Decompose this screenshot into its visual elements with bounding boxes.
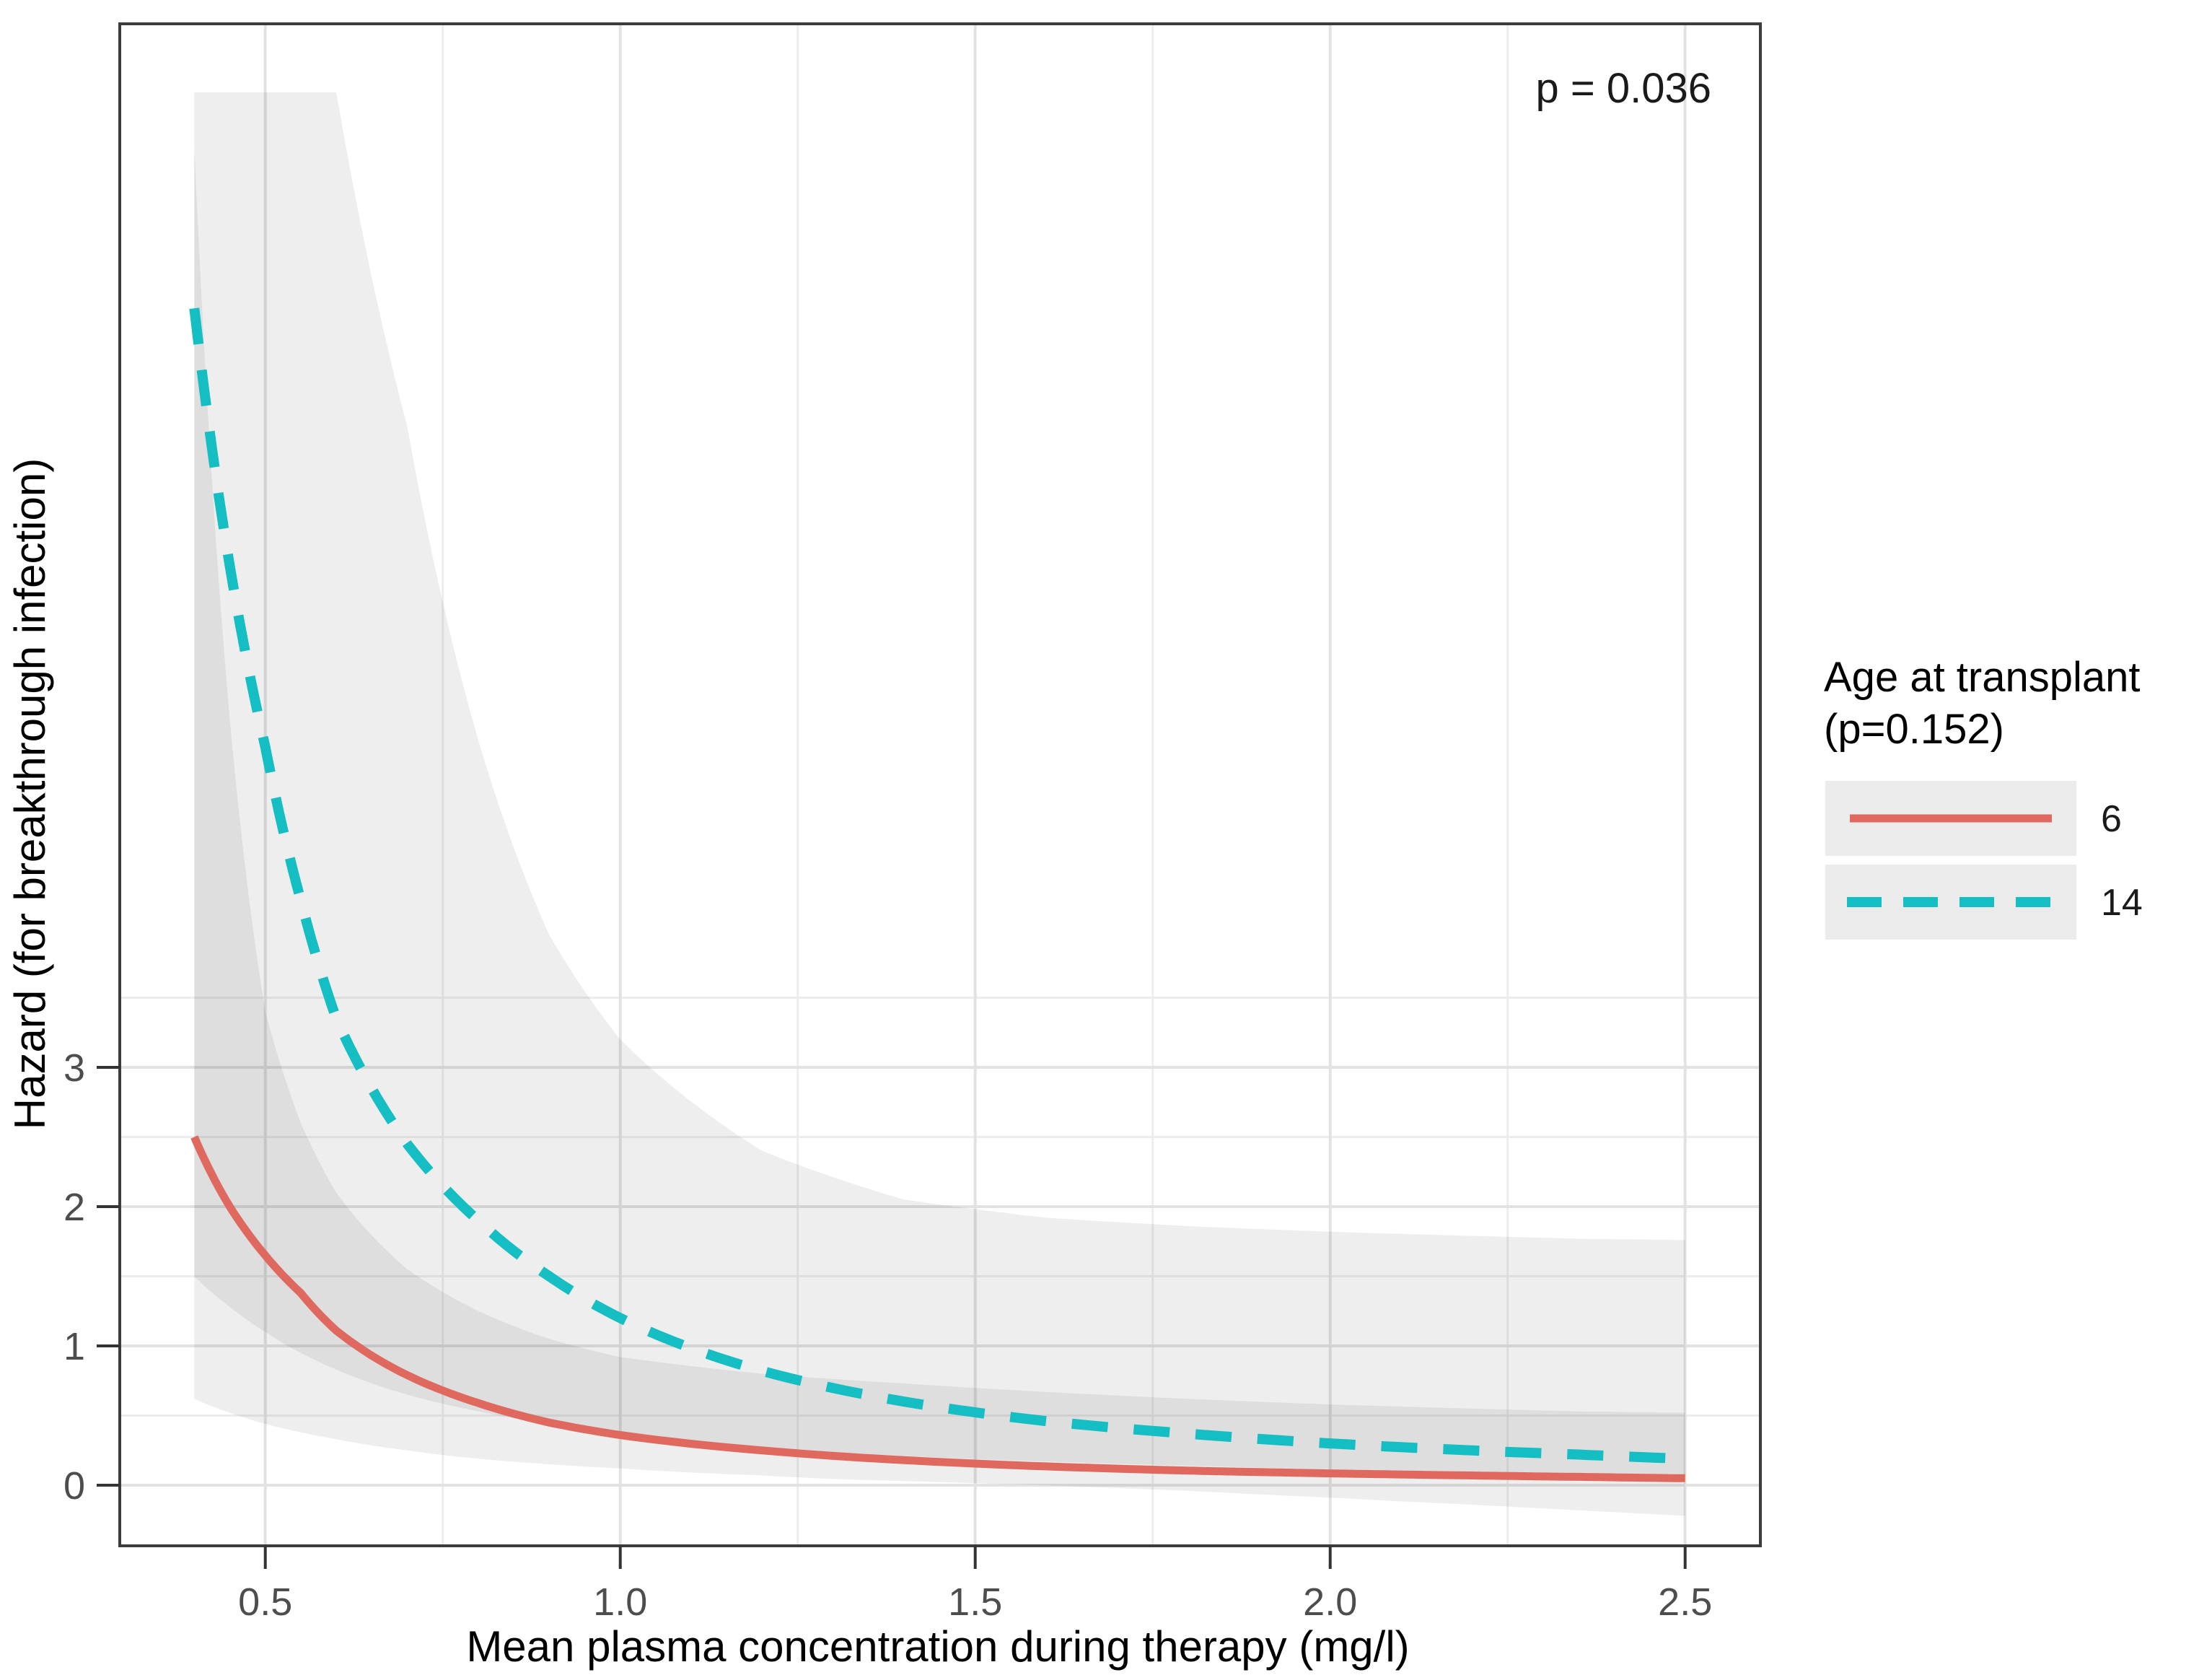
legend-entry-age14: 14 — [1825, 865, 2143, 940]
y-axis-tick-label: 3 — [63, 1046, 85, 1090]
legend-entry-age6: 6 — [1825, 781, 2122, 856]
legend-label-14: 14 — [2101, 882, 2143, 924]
x-axis-tick-label: 2.5 — [1658, 1580, 1712, 1624]
legend: Age at transplant (p=0.152) 6 14 — [1824, 654, 2143, 940]
x-axis-title: Mean plasma concentration during therapy… — [466, 1622, 1409, 1671]
legend-title-line2: (p=0.152) — [1824, 706, 2004, 753]
y-axis-title: Hazard (for breakthrough infection) — [6, 458, 54, 1129]
legend-label-6: 6 — [2101, 798, 2122, 840]
y-axis-tick-label: 2 — [63, 1186, 85, 1229]
confidence-ribbon-age6 — [194, 148, 1685, 1516]
x-axis-tick-label: 1.5 — [948, 1580, 1002, 1624]
y-axis-tick-label: 1 — [63, 1325, 85, 1368]
y-axis-tick-label: 0 — [63, 1464, 85, 1508]
panel-border — [118, 22, 1762, 1547]
hazard-curve-age14 — [189, 307, 1685, 1464]
plot-panel — [120, 24, 1760, 1546]
p-value-annotation: p = 0.036 — [1536, 65, 1712, 112]
x-axis-tick-label: 2.0 — [1303, 1580, 1357, 1624]
x-axis-tick-label: 1.0 — [593, 1580, 647, 1624]
panel-background — [120, 24, 1760, 1546]
x-axis-tick-label: 0.5 — [238, 1580, 292, 1624]
hazard-curve-age6 — [190, 1135, 1685, 1482]
axes: 0.5 1.0 1.5 2.0 2.5 0 1 2 3 — [63, 1046, 1712, 1624]
confidence-ribbon-age14 — [194, 92, 1685, 1474]
legend-title-line1: Age at transplant — [1824, 654, 2141, 701]
